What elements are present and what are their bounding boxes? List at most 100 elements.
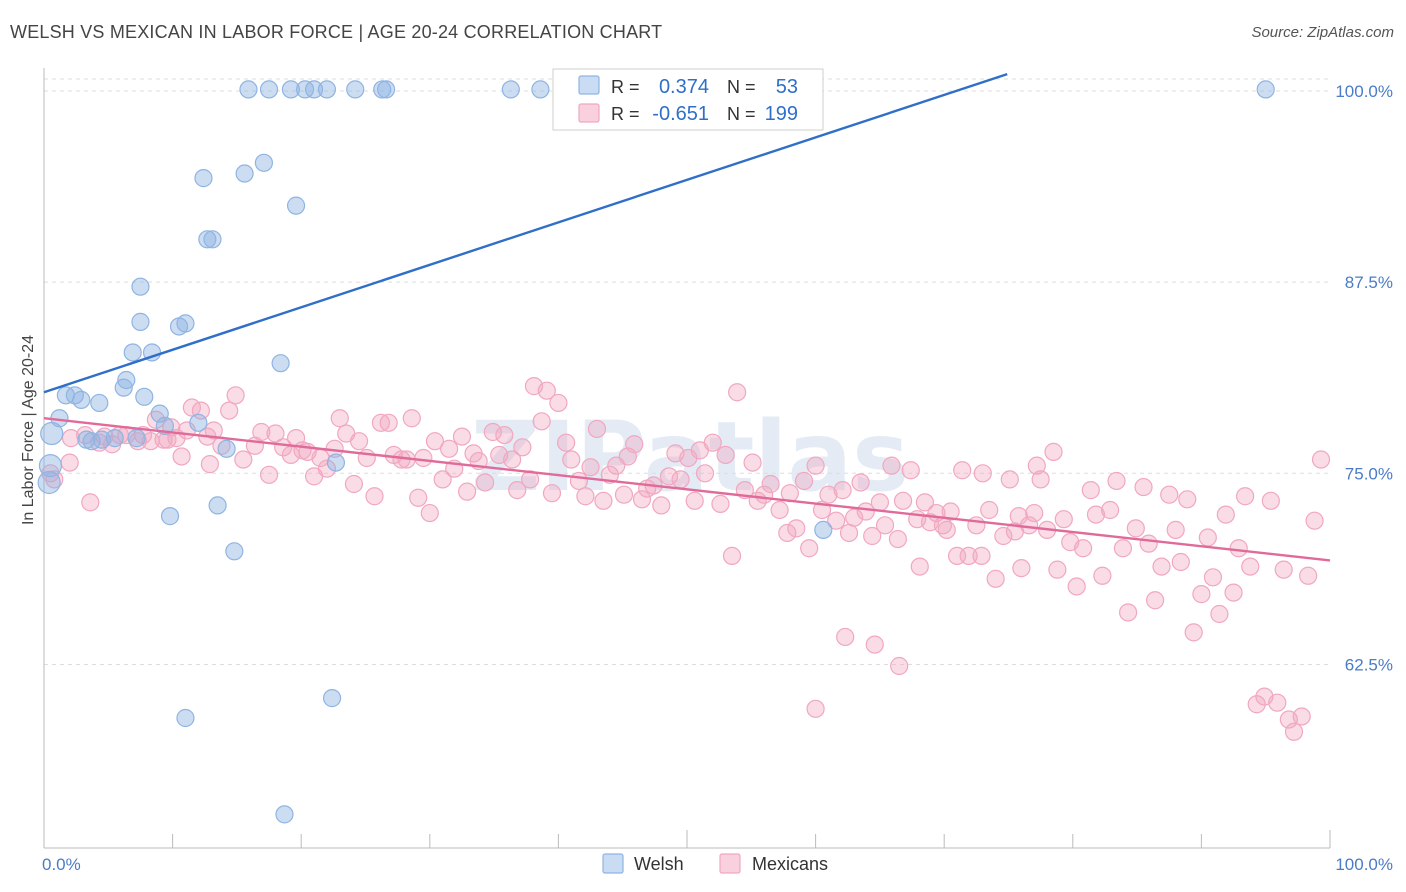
welsh-point <box>203 230 222 249</box>
welsh-point <box>286 196 306 215</box>
y-axis-label: In Labor Force | Age 20-24 <box>6 280 38 525</box>
welsh-point <box>317 80 337 99</box>
mexicans-point <box>172 447 191 466</box>
mexicans-point <box>317 459 337 478</box>
mexicans-point <box>1113 539 1133 558</box>
welsh-point <box>131 277 150 296</box>
mexicans-point <box>882 456 901 475</box>
welsh-point <box>235 164 254 183</box>
mexicans-point <box>1247 695 1266 714</box>
mexicans-point <box>414 448 433 468</box>
mexicans-point <box>1067 577 1086 596</box>
welsh-point <box>376 80 396 99</box>
mexicans-point <box>330 409 349 428</box>
mexicans-point <box>703 433 722 452</box>
welsh-point <box>198 230 217 249</box>
mexicans-point <box>845 508 864 527</box>
welsh-point <box>176 708 195 728</box>
mexicans-point <box>60 453 79 472</box>
mexicans-point <box>1000 470 1019 489</box>
mexicans-point <box>778 523 797 543</box>
mexicans-point <box>632 490 652 509</box>
mexicans-r-value: -0.651 <box>652 103 709 125</box>
welsh-point <box>131 312 150 331</box>
mexicans-point <box>483 422 502 442</box>
mexicans-point <box>1139 534 1158 553</box>
mexicans-point <box>1054 510 1073 529</box>
mexicans-point <box>562 450 581 469</box>
y-tick-label: 62.5% <box>1345 655 1393 674</box>
mexicans-point <box>1261 491 1280 510</box>
mexicans-point <box>671 470 690 489</box>
mexicans-point <box>1012 559 1031 578</box>
mexicans-point <box>259 465 279 484</box>
legend-mexicans-label: Mexicans <box>752 854 828 874</box>
mexicans-point <box>1292 707 1311 726</box>
mexicans-point <box>743 453 762 472</box>
mexicans-point <box>910 557 929 576</box>
mexicans-point <box>827 511 846 530</box>
legend-welsh-label: Welsh <box>634 854 684 874</box>
mexicans-point <box>569 471 589 491</box>
mexicans-point <box>1274 560 1293 579</box>
mexicans-point <box>439 439 459 458</box>
mexicans-legend-swatch <box>578 103 600 123</box>
welsh-point <box>105 429 124 448</box>
mexicans-point <box>234 450 253 469</box>
welsh-point <box>1256 80 1275 99</box>
mexicans-point <box>722 546 742 565</box>
y-tick-label: 75.0% <box>1345 464 1393 483</box>
mexicans-point <box>875 516 895 535</box>
mexicans-point <box>409 488 428 507</box>
series-legend: Welsh Mexicans <box>602 853 828 874</box>
mexicans-point <box>549 393 568 413</box>
mexicans-point <box>433 470 452 489</box>
mexicans-point <box>728 383 747 402</box>
welsh-trend-line <box>43 72 1008 394</box>
welsh-point <box>217 439 236 458</box>
mexicans-point <box>1152 557 1171 576</box>
mexicans-r-label: R = <box>611 104 640 124</box>
welsh-points <box>37 80 1275 824</box>
mexicans-point <box>1224 583 1243 602</box>
welsh-point <box>271 354 290 373</box>
mexicans-point <box>532 412 551 431</box>
mexicans-point <box>1305 511 1324 530</box>
mexicans-point <box>1184 623 1203 642</box>
mexicans-point <box>953 461 972 480</box>
welsh-point <box>90 393 109 413</box>
mexicans-point <box>344 474 364 494</box>
mexicans-point <box>941 502 960 521</box>
mexicans-point <box>819 485 838 504</box>
welsh-point <box>814 520 833 539</box>
mexicans-point <box>1048 560 1067 579</box>
mexicans-point <box>901 461 920 480</box>
mexicans-point <box>349 432 369 451</box>
mexicans-point <box>508 481 527 500</box>
mexicans-point <box>833 481 852 500</box>
welsh-r-value: 0.374 <box>659 76 709 98</box>
welsh-point <box>160 507 180 526</box>
mexicans-point <box>1203 568 1223 587</box>
mexicans-point <box>1241 557 1260 576</box>
mexicans-point <box>986 569 1005 588</box>
mexicans-point <box>587 419 607 439</box>
mexicans-point <box>685 491 704 510</box>
welsh-point <box>123 343 142 362</box>
mexicans-point <box>659 467 679 486</box>
welsh-point <box>208 496 227 515</box>
y-tick-label: 87.5% <box>1345 273 1393 292</box>
mexicans-point <box>806 456 825 475</box>
mexicans-point <box>787 519 806 538</box>
welsh-point <box>501 80 520 99</box>
mexicans-point <box>495 425 514 445</box>
welsh-point <box>37 470 61 495</box>
welsh-legend-swatch <box>578 75 600 95</box>
mexicans-point <box>1027 456 1046 475</box>
mexicans-point <box>614 485 634 504</box>
mexicans-point <box>537 381 556 400</box>
mexicans-point <box>839 523 859 543</box>
welsh-point <box>281 80 301 99</box>
mexicans-n-label: N = <box>727 104 756 124</box>
